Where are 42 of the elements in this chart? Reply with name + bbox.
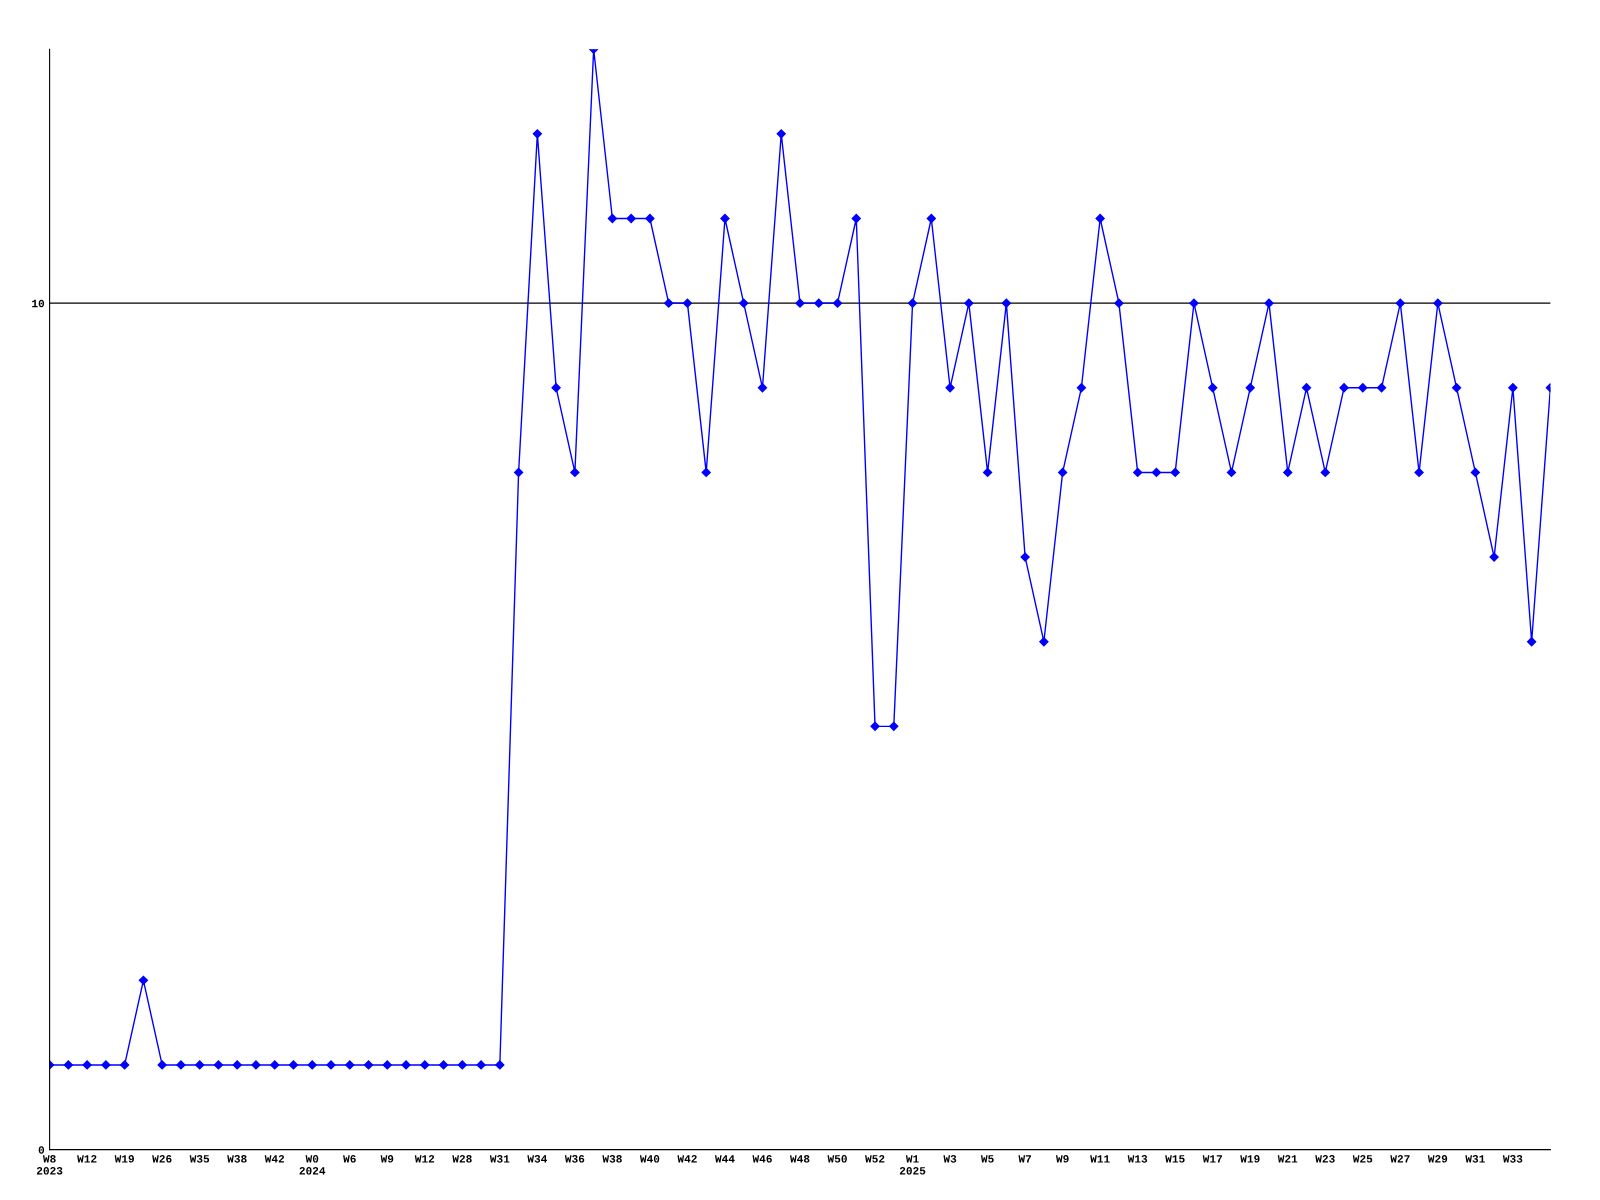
x-tick-label: W33	[1502, 1155, 1523, 1163]
x-tick-label: W7	[1018, 1155, 1032, 1163]
x-tick-label: W12	[414, 1155, 435, 1163]
x-tick-label: W0 2024	[299, 1155, 326, 1175]
x-tick-label: W31	[489, 1155, 510, 1163]
x-tick-label: W6	[343, 1155, 356, 1163]
x-tick-label: W34	[527, 1155, 548, 1163]
x-tick-label: W31	[1465, 1155, 1485, 1163]
x-tick-label: W11	[1090, 1155, 1110, 1163]
x-tick-label: W9	[380, 1155, 394, 1163]
x-tick-label: W15	[1165, 1155, 1185, 1163]
x-tick-label: W13	[1127, 1155, 1148, 1163]
x-tick-label: W1 2025	[899, 1155, 926, 1175]
x-tick-label: W9	[1055, 1155, 1069, 1163]
x-tick-label: W42	[264, 1155, 285, 1163]
x-tick-label: W29	[1427, 1155, 1448, 1163]
x-tick-label: W8 2023	[36, 1155, 63, 1175]
x-tick-label: W25	[1352, 1155, 1373, 1163]
y-tick-label: 0	[38, 1146, 45, 1154]
x-tick-label: W27	[1390, 1155, 1410, 1163]
x-tick-label: W46	[752, 1155, 772, 1163]
x-tick-label: W17	[1202, 1155, 1222, 1163]
x-tick-label: W26	[152, 1155, 172, 1163]
x-tick-label: W28	[452, 1155, 472, 1163]
x-tick-label: W38	[602, 1155, 622, 1163]
x-tick-label: W38	[227, 1155, 247, 1163]
x-tick-label: W21	[1277, 1155, 1298, 1163]
x-tick-label: W40	[639, 1155, 660, 1163]
x-tick-label: W3	[943, 1155, 957, 1163]
x-tick-label: W44	[714, 1155, 735, 1163]
x-tick-label: W52	[865, 1155, 885, 1163]
x-tick-label: W48	[790, 1155, 810, 1163]
x-tick-label: W23	[1315, 1155, 1335, 1163]
y-tick-label: 10	[32, 299, 45, 308]
x-tick-label: W5	[980, 1155, 994, 1163]
x-tick-label: W35	[189, 1155, 210, 1163]
x-tick-label: W36	[564, 1155, 585, 1163]
x-tick-label: W42	[677, 1155, 697, 1163]
x-tick-label: W12	[77, 1155, 97, 1163]
x-tick-label: W19	[114, 1155, 134, 1163]
x-tick-label: W50	[827, 1155, 847, 1163]
x-tick-label: W19	[1240, 1155, 1260, 1163]
